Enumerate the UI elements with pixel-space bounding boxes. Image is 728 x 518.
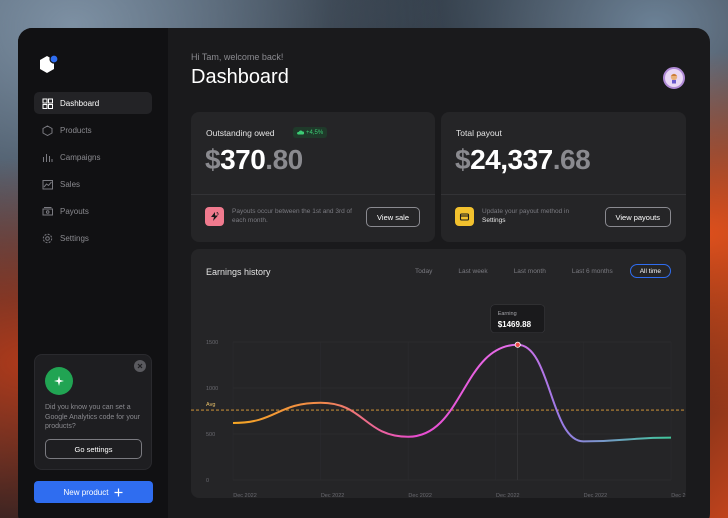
sidebar-item-label: Products <box>60 125 92 135</box>
currency-symbol: $ <box>205 144 221 175</box>
payout-method-note: Update your payout method in Settings <box>482 207 607 225</box>
y-tick-label: 1000 <box>206 386 218 392</box>
payout-method-text: Update your payout method in <box>482 208 570 215</box>
money-icon <box>42 206 53 215</box>
wallet-icon <box>455 207 474 226</box>
promo-card: Did you know you can set a Google Analyt… <box>34 354 152 470</box>
x-tick-label: Dec 2022 <box>321 493 345 498</box>
plus-icon <box>114 488 123 496</box>
tab-last-week[interactable]: Last week <box>449 264 496 278</box>
sidebar-item-label: Settings <box>60 233 89 243</box>
user-avatar-icon <box>670 73 678 84</box>
sparkle-icon <box>45 367 73 395</box>
view-sale-button[interactable]: View sale <box>366 207 420 227</box>
gear-icon <box>42 233 53 243</box>
earnings-title: Earnings history <box>206 267 271 277</box>
x-tick-label: Dec 2022 <box>584 493 608 498</box>
amount-cents: .80 <box>265 144 303 175</box>
sidebar-item-label: Sales <box>60 179 81 189</box>
new-product-button[interactable]: New product <box>34 481 153 503</box>
growth-value: +4,5% <box>306 129 324 136</box>
tab-last-6-months[interactable]: Last 6 months <box>563 264 622 278</box>
sidebar-item-sales[interactable]: Sales <box>34 173 152 195</box>
outstanding-label: Outstanding owed <box>206 128 275 138</box>
amount-cents: .68 <box>552 144 591 175</box>
trend-icon <box>42 179 53 189</box>
sidebar-item-products[interactable]: Products <box>34 119 152 141</box>
tab-all-time[interactable]: All time <box>629 264 671 278</box>
y-tick-label: 1500 <box>206 340 218 346</box>
currency-symbol: $ <box>455 144 471 175</box>
avatar[interactable] <box>663 67 685 89</box>
sidebar-item-label: Payouts <box>60 206 89 216</box>
tab-last-month[interactable]: Last month <box>505 264 555 278</box>
time-range-tabs: Today Last week Last month Last 6 months All… <box>398 264 671 278</box>
tab-today[interactable]: Today <box>406 264 441 278</box>
sidebar-item-settings[interactable]: Settings <box>34 227 152 249</box>
box-icon <box>42 124 53 136</box>
growth-badge: +4,5% <box>293 127 328 138</box>
outstanding-card: Outstanding owed +4,5% $370.80 Payouts o… <box>191 112 435 242</box>
divider <box>441 194 686 195</box>
sidebar-nav: Dashboard Products Campaigns Sales Payouts Se… <box>34 92 152 254</box>
earnings-history-card: Earnings history Today Last week Last mont… <box>191 249 686 498</box>
amount-whole: 370 <box>220 144 266 175</box>
sidebar-item-campaigns[interactable]: Campaigns <box>34 146 152 168</box>
average-label: Avg <box>206 402 215 408</box>
x-tick-label: Dec 2022 <box>671 493 686 498</box>
x-tick-label: Dec 2022 <box>496 493 520 498</box>
sidebar: Dashboard Products Campaigns Sales Payouts Se… <box>18 28 168 518</box>
cloud-up-icon <box>297 130 304 135</box>
lightning-icon <box>205 207 224 226</box>
promo-text: Did you know you can set a Google Analyt… <box>45 404 140 430</box>
outstanding-amount: $370.80 <box>205 144 303 176</box>
y-tick-label: 500 <box>206 432 215 438</box>
new-product-label: New product <box>63 487 109 497</box>
earnings-series-line <box>232 343 672 443</box>
grid-icon <box>42 98 53 109</box>
sidebar-item-dashboard[interactable]: Dashboard <box>34 92 152 114</box>
app-logo-icon[interactable] <box>38 54 60 76</box>
tooltip-value: $1469.88 <box>498 320 532 329</box>
page-title: Dashboard <box>191 66 289 88</box>
tooltip-box <box>490 304 546 334</box>
greeting: Hi Tam, welcome back! <box>191 52 284 62</box>
divider <box>191 194 435 195</box>
earnings-chart: 0 500 1000 1500 Dec 2022 Dec 2022 Dec 2022 Dec … <box>191 304 686 498</box>
y-tick-label: 0 <box>206 478 209 484</box>
total-payout-label: Total payout <box>456 128 502 138</box>
app-window: Dashboard Products Campaigns Sales Payouts Se… <box>18 28 710 518</box>
settings-link[interactable]: Settings <box>482 217 506 224</box>
tooltip-point <box>514 341 521 348</box>
payout-note: Payouts occur between the 1st and 3rd of… <box>232 208 352 224</box>
close-icon[interactable] <box>134 360 146 372</box>
go-settings-button[interactable]: Go settings <box>45 439 142 459</box>
tooltip-label: Earning <box>498 311 517 317</box>
x-tick-label: Dec 2022 <box>408 493 432 498</box>
amount-whole: 24,337 <box>470 144 553 175</box>
total-payout-card: Total payout $24,337.68 Update your payo… <box>441 112 686 242</box>
sidebar-item-label: Campaigns <box>60 152 101 162</box>
sidebar-item-label: Dashboard <box>60 98 100 108</box>
bar-chart-icon <box>43 153 53 162</box>
view-payouts-button[interactable]: View payouts <box>604 207 671 227</box>
total-payout-amount: $24,337.68 <box>455 144 591 176</box>
x-tick-label: Dec 2022 <box>233 493 257 498</box>
sidebar-item-payouts[interactable]: Payouts <box>34 200 152 222</box>
